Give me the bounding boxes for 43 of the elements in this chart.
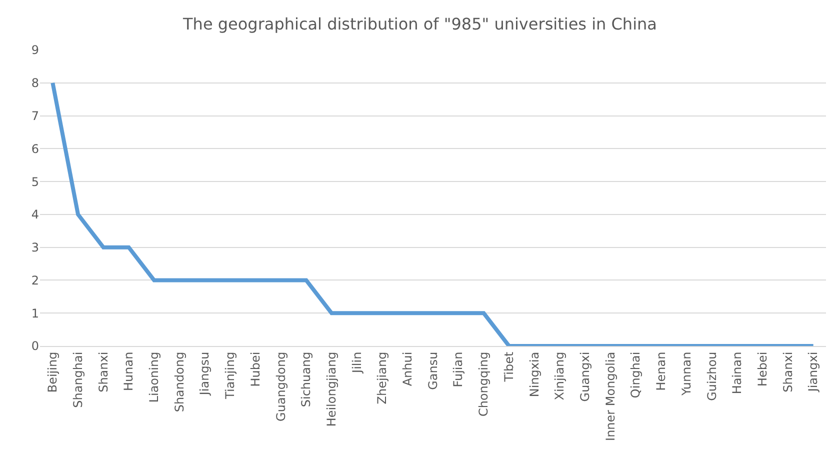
y-tick-label: 3 [31, 240, 39, 255]
x-tick-label: Hainan [730, 352, 744, 394]
x-tick-label: Anhui [400, 352, 415, 386]
x-tick-label: Shanghai [70, 352, 85, 408]
x-tick-label: Qinghai [628, 352, 643, 398]
x-tick-label: Yunnan [679, 352, 694, 397]
y-tick-label: 4 [31, 208, 39, 222]
x-tick-label: Jiangxi [806, 352, 820, 393]
x-tick-label: Tibet [502, 352, 516, 383]
x-tick-label: Henan [654, 352, 668, 391]
x-tick-label: Shanxi [96, 352, 110, 392]
y-tick-label: 6 [31, 142, 39, 156]
y-tick-label: 8 [31, 76, 39, 90]
x-tick-label: Tianjing [223, 352, 238, 400]
x-tick-label: Guangxi [578, 352, 592, 402]
x-tick-label: Shanxi [780, 352, 795, 392]
x-tick-label: Heilongjiang [324, 352, 338, 427]
y-tick-label: 0 [31, 339, 39, 354]
y-tick-label: 9 [31, 43, 39, 58]
y-tick-label: 2 [31, 273, 39, 288]
x-tick-label: Guangdong [274, 352, 288, 422]
x-tick-label: Shandong [172, 352, 186, 412]
x-tick-label: Ningxia [527, 352, 542, 398]
x-tick-label: Gansu [426, 352, 440, 390]
x-tick-label: Sichuang [299, 352, 314, 408]
x-tick-label: Beijing [46, 352, 60, 393]
x-tick-label: Guizhou [704, 352, 719, 401]
x-tick-label: Inner Mongolia [603, 352, 618, 441]
y-tick-label: 1 [31, 306, 39, 320]
chart-title: The geographical distribution of "985" universities in China [182, 14, 657, 34]
x-tick-label: Hebei [756, 352, 770, 387]
x-tick-label: Fujian [451, 352, 466, 388]
x-tick-label: Hubei [248, 352, 262, 387]
x-tick-label: Chongqing [476, 352, 491, 417]
x-tick-label: Hunan [122, 352, 136, 392]
x-tick-label: Jiangsu [198, 352, 212, 396]
y-tick-label: 5 [31, 174, 39, 189]
y-tick-label: 7 [31, 108, 39, 123]
x-tick-label: Liaoning [147, 352, 161, 403]
x-tick-label: Xinjiang [552, 352, 567, 400]
x-tick-label: Zhejiang [375, 352, 390, 404]
line-series [50, 80, 816, 346]
x-tick-label: Jilin [350, 352, 364, 374]
